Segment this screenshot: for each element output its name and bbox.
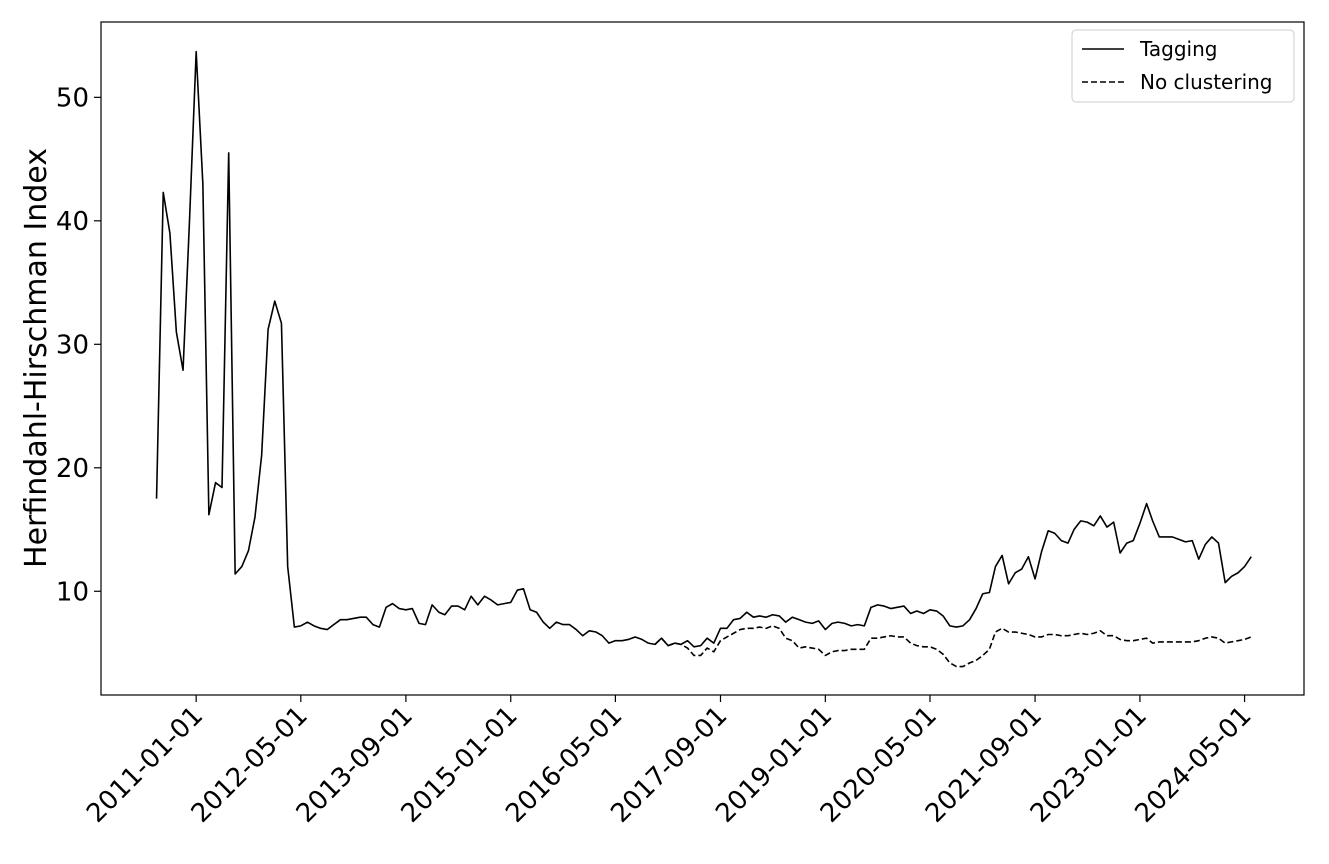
series-line: [654, 625, 1252, 668]
plot-frame: [100, 21, 1305, 696]
y-tick-label: 30: [56, 330, 89, 360]
y-tick-label: 40: [56, 207, 89, 237]
y-axis-label: Herfindahl-Hirschman Index: [19, 148, 54, 568]
y-tick-label: 20: [56, 454, 89, 484]
y-tick-label: 50: [56, 83, 89, 113]
legend-box: [1071, 29, 1295, 103]
y-tick-label: 10: [56, 577, 89, 607]
legend-label: Tagging: [1139, 37, 1217, 61]
legend-label: No clustering: [1140, 70, 1273, 94]
series-line: [155, 50, 1252, 648]
